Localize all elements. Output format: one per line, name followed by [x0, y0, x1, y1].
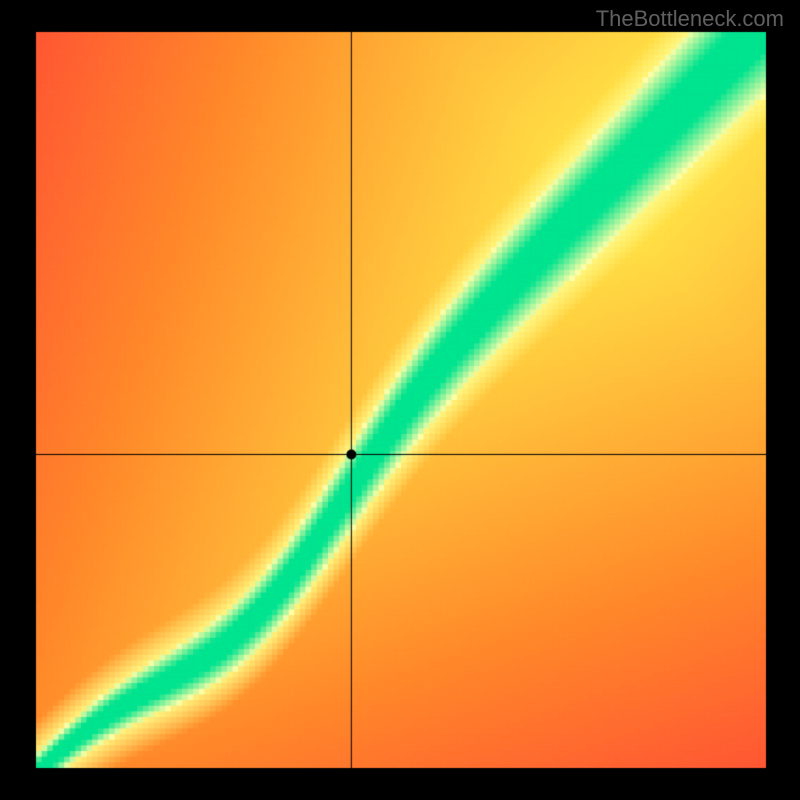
bottleneck-heatmap [0, 0, 800, 800]
chart-container: TheBottleneck.com [0, 0, 800, 800]
watermark-text: TheBottleneck.com [596, 6, 784, 32]
